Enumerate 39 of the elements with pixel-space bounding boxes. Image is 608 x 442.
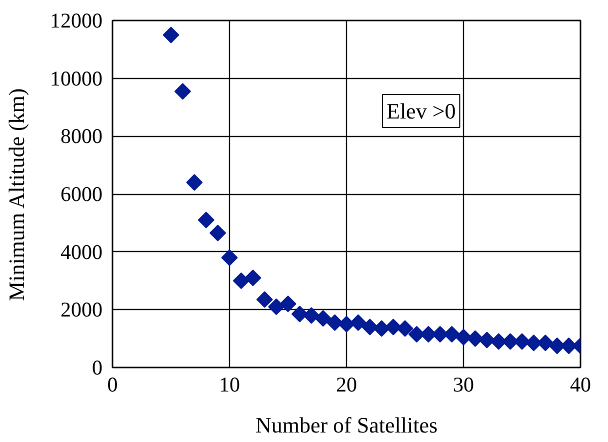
y-tick-label: 4000 [60, 240, 102, 264]
point [303, 307, 320, 324]
y-tick-label: 2000 [60, 298, 102, 322]
point [350, 314, 366, 331]
point [338, 316, 355, 332]
point [455, 328, 472, 346]
point [280, 296, 296, 312]
point [373, 320, 390, 337]
y-tick-label: 8000 [60, 124, 102, 148]
point [232, 272, 250, 290]
point [221, 249, 238, 266]
y-tick-label: 12000 [50, 8, 102, 32]
y-tick-label: 6000 [60, 182, 102, 206]
point [256, 291, 273, 308]
y-tick-label: 10000 [50, 66, 102, 90]
point [186, 174, 203, 191]
point [210, 224, 226, 242]
y-tick-label: 0 [92, 356, 102, 380]
x-tick-label: 0 [107, 372, 118, 396]
point [162, 26, 180, 44]
x-tick-label: 40 [570, 372, 591, 396]
point [326, 314, 344, 331]
x-tick-label: 30 [453, 372, 474, 396]
x-tick-label: 10 [219, 372, 240, 396]
point [396, 320, 414, 337]
point [198, 212, 214, 228]
point [314, 310, 332, 327]
y-axis-title: Minimum Altitude (km) [4, 88, 29, 301]
x-tick-label: 20 [336, 372, 357, 396]
point [291, 306, 308, 322]
point [268, 298, 285, 316]
point [362, 318, 378, 336]
point [174, 83, 191, 100]
point [385, 318, 402, 336]
point [478, 332, 496, 348]
x-axis-title: Number of Satellites [255, 412, 438, 438]
point [244, 270, 262, 286]
point [466, 330, 484, 347]
annotation: Elev >0 [386, 98, 456, 124]
